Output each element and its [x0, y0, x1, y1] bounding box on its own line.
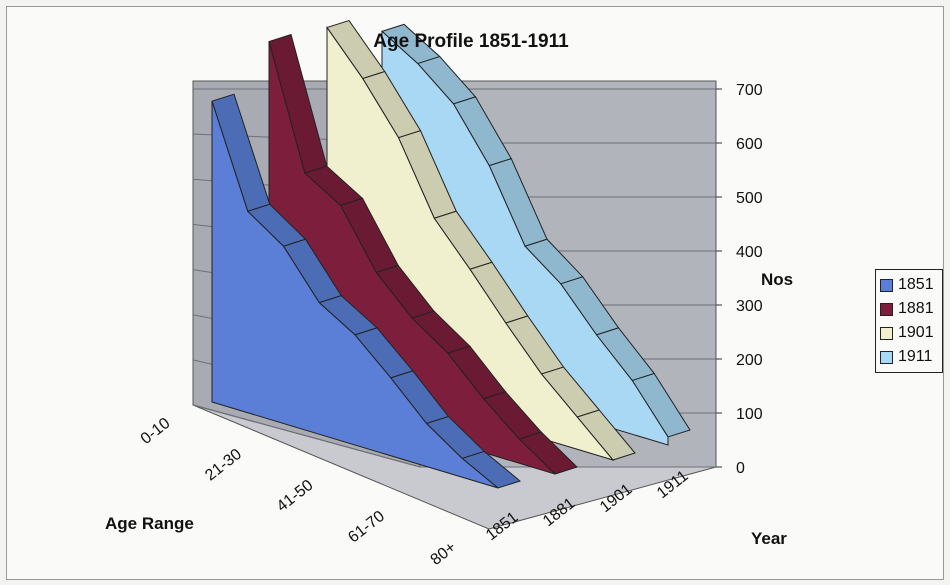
x-tick-label: 21-30	[202, 446, 245, 485]
y-tick-label: 200	[736, 352, 763, 369]
y-tick-label: 100	[736, 406, 763, 423]
y-tick-label: 400	[736, 244, 763, 261]
legend-label: 1851	[898, 276, 934, 293]
chart-title: Age Profile 1851-1911	[373, 31, 569, 52]
legend-item: 1851	[880, 273, 938, 297]
x-tick-label: 41-50	[274, 477, 317, 516]
chart-frame: 0 100 200 300 400 500 600 700 1911 1901 1881 1851 0-…	[6, 6, 944, 580]
legend-swatch	[880, 350, 893, 364]
y-tick-label: 600	[736, 136, 763, 153]
y-axis-label: Nos	[761, 270, 793, 289]
y-tick-label: 700	[736, 82, 763, 99]
series-1851	[211, 93, 522, 489]
legend-item: 1911	[880, 345, 938, 369]
y-tick-label: 0	[736, 460, 745, 477]
x-tick-label: 61-70	[345, 508, 388, 547]
ribbon-face	[211, 101, 499, 489]
legend-label: 1881	[898, 300, 934, 317]
legend-item: 1881	[880, 297, 938, 321]
legend: 1851 1881 1901 1911	[875, 269, 943, 373]
legend-item: 1901	[880, 321, 938, 345]
depth-axis-label: Year	[751, 529, 787, 548]
y-tick-label: 300	[736, 298, 763, 315]
legend-swatch	[880, 278, 893, 292]
gridline	[192, 404, 421, 468]
chart-series	[211, 19, 691, 489]
legend-label: 1901	[898, 324, 934, 341]
x-tick-label: 80+	[428, 539, 460, 569]
legend-swatch	[880, 302, 893, 316]
y-tick-label: 500	[736, 190, 763, 207]
x-axis-label: Age Range	[105, 514, 194, 533]
legend-label: 1911	[898, 348, 933, 365]
x-tick-label: 0-10	[138, 415, 174, 448]
chart-canvas: 010020030040050060070019111901188118510-…	[105, 19, 793, 569]
legend-swatch	[880, 326, 893, 340]
